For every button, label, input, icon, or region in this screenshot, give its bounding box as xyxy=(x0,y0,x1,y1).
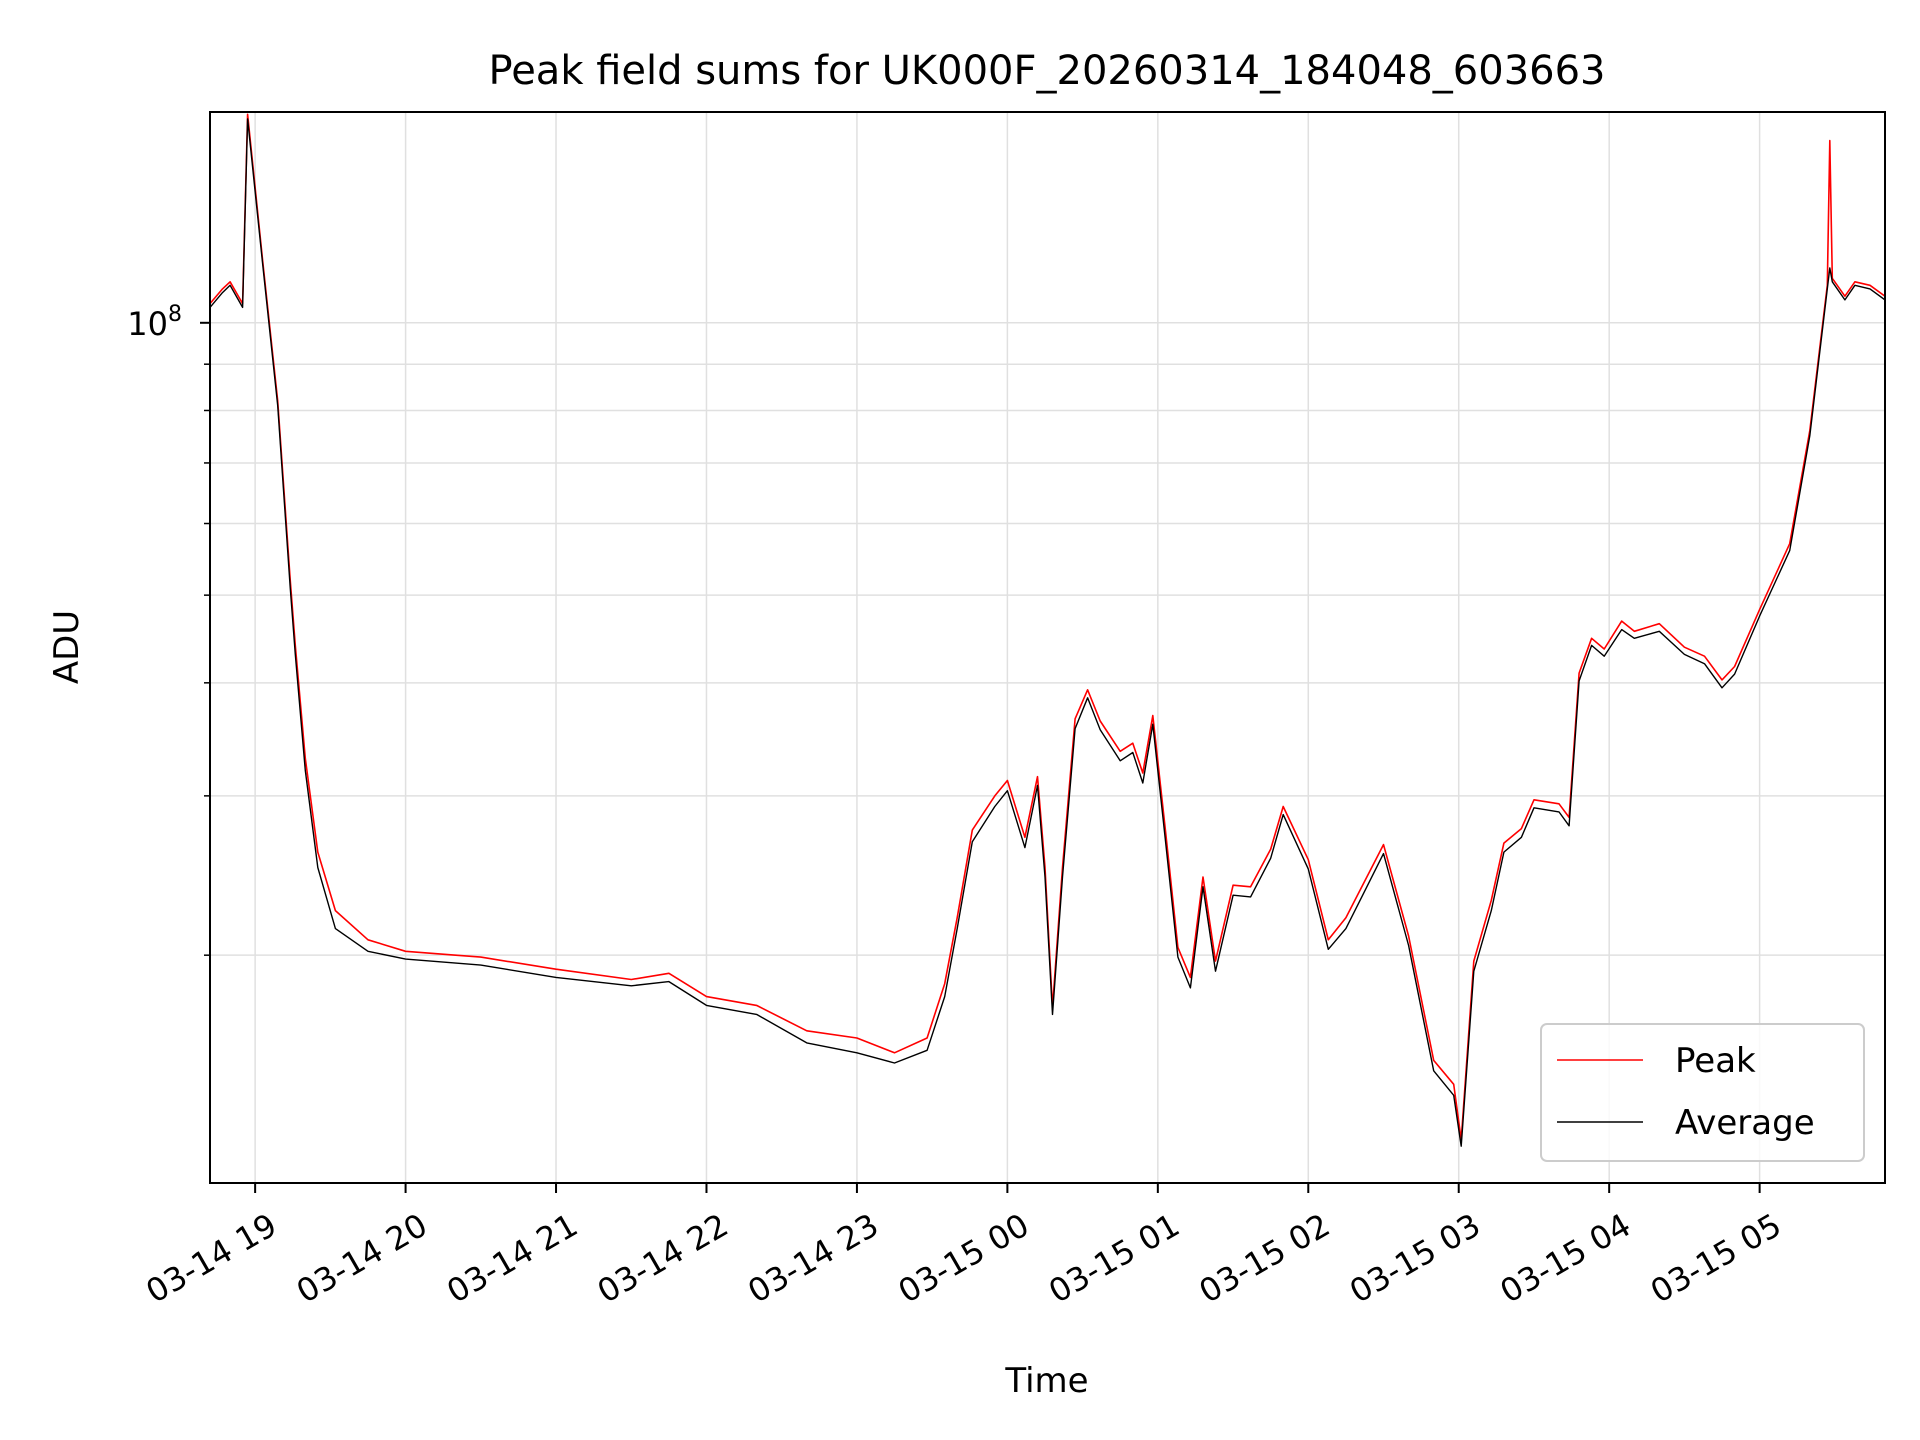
grid xyxy=(210,112,1885,1183)
y-axis-label: ADU xyxy=(47,610,87,684)
chart-title: Peak field sums for UK000F_20260314_1840… xyxy=(489,48,1606,94)
y-tick-label: 108 xyxy=(127,302,182,343)
plot-frame xyxy=(209,111,1886,1184)
y-axis: 108 xyxy=(127,302,210,956)
legend-label-average: Average xyxy=(1675,1103,1815,1143)
series-line-average xyxy=(210,118,1885,1147)
series-line-peak xyxy=(210,113,1885,1141)
x-axis-label: Time xyxy=(1004,1361,1088,1401)
legend-box xyxy=(1540,1023,1865,1162)
series-layer xyxy=(210,113,1885,1147)
legend-label-peak: Peak xyxy=(1675,1041,1756,1081)
legend: Peak Average xyxy=(1540,1023,1865,1162)
